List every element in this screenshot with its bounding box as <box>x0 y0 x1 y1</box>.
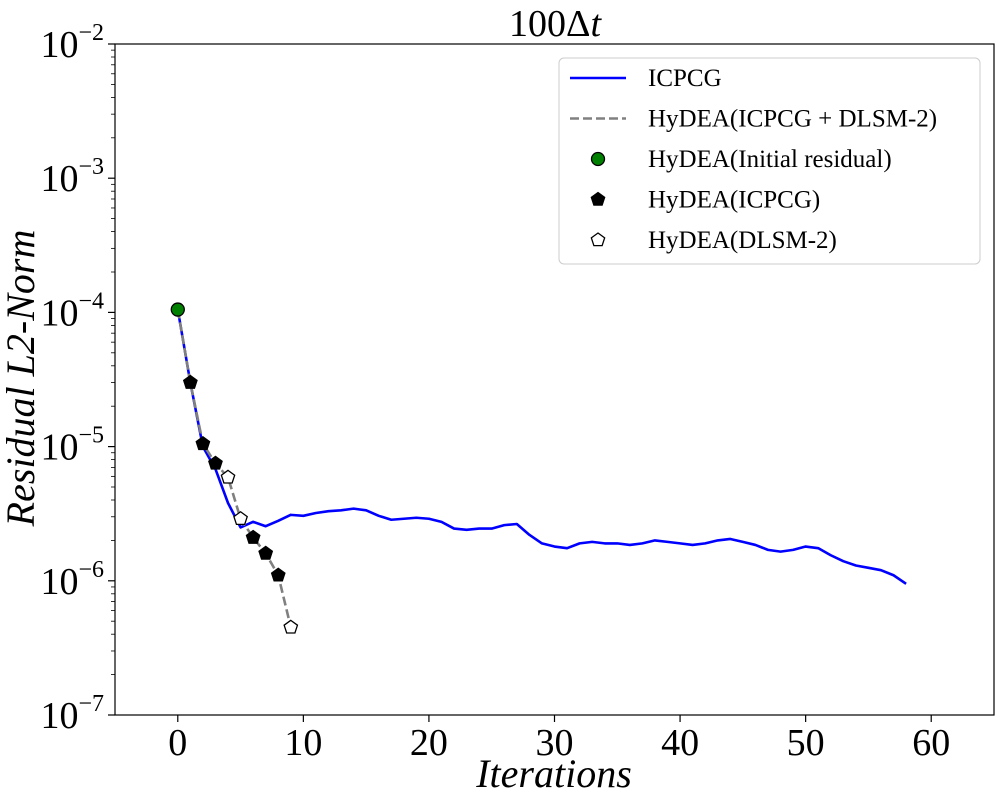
data-point <box>170 302 185 317</box>
y-tick-label: 10−7 <box>40 691 104 737</box>
x-tick-label: 50 <box>787 722 825 764</box>
y-tick-label: 10−4 <box>40 288 104 334</box>
legend-label: HyDEA(Initial residual) <box>648 146 892 173</box>
chart-title: 100Δt <box>509 3 602 45</box>
x-axis-label: Iterations <box>475 751 632 796</box>
legend-label: ICPCG <box>648 65 722 92</box>
x-tick-label: 10 <box>284 722 322 764</box>
y-axis-label: Residual L2-Norm <box>0 230 43 528</box>
legend-entry: HyDEA(ICPCG) <box>590 187 820 214</box>
legend-entry: HyDEA(DLSM-2) <box>590 227 837 254</box>
legend: ICPCG HyDEA(ICPCG + DLSM-2) HyDEA(Initial … <box>558 57 981 265</box>
x-tick-label: 60 <box>912 722 950 764</box>
legend-entry: HyDEA(Initial residual) <box>590 146 892 173</box>
data-point <box>195 435 211 451</box>
series-markers <box>170 302 299 634</box>
legend-label: HyDEA(DLSM-2) <box>648 227 837 254</box>
data-point <box>220 469 236 484</box>
data-point <box>283 619 299 634</box>
x-tick-label: 30 <box>536 722 574 764</box>
y-tick-label: 10−6 <box>40 557 104 603</box>
y-tick-label: 10−3 <box>40 154 104 200</box>
data-point <box>182 374 198 389</box>
legend-label: HyDEA(ICPCG) <box>648 187 820 214</box>
legend-box <box>558 57 981 265</box>
legend-label: HyDEA(ICPCG + DLSM-2) <box>648 106 937 133</box>
hydea-dashed-line <box>176 309 293 628</box>
data-point <box>233 510 248 526</box>
y-tick-label: 10−5 <box>40 423 104 469</box>
y-tick-label: 10−2 <box>40 20 104 66</box>
y-minor-ticks <box>111 49 115 676</box>
axis-major-ticks <box>108 43 932 722</box>
y-tick-labels: 10−7 10−6 10−5 10−4 10−3 10−2 <box>40 20 104 737</box>
x-tick-labels: 0 10 20 30 40 50 60 <box>168 722 950 764</box>
data-point <box>270 567 286 582</box>
icpcg-line <box>176 309 907 585</box>
data-point <box>208 455 223 470</box>
data-point <box>245 529 261 544</box>
x-tick-label: 40 <box>661 722 699 764</box>
legend-entry: HyDEA(ICPCG + DLSM-2) <box>570 106 937 133</box>
legend-swatch <box>590 151 606 167</box>
legend-swatch <box>590 191 606 206</box>
series-lines <box>176 309 907 628</box>
x-tick-label: 20 <box>410 722 448 764</box>
legend-entry: ICPCG <box>570 65 722 92</box>
legend-swatch <box>590 232 606 247</box>
data-point <box>258 545 274 560</box>
plot-area <box>108 43 995 722</box>
x-tick-label: 0 <box>168 722 187 764</box>
